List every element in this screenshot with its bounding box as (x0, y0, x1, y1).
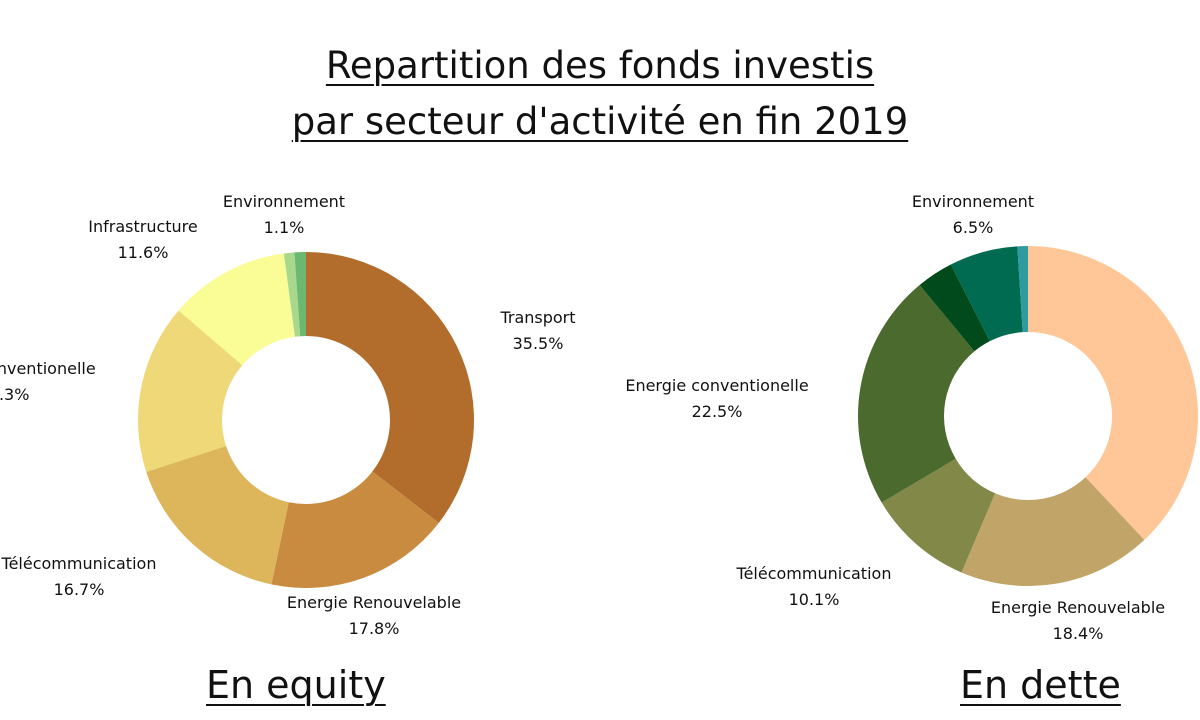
value-label-environnement: 6.5% (953, 218, 994, 237)
equity-chart-caption: En equity (206, 663, 386, 707)
label-energie-conventionelle: Energie conventionelle (625, 376, 808, 395)
debt-donut-chart: Energie Renouvelable 18.4% Télécommunicati… (625, 192, 1199, 643)
label-energie-renouvelable: Energie Renouvelable (991, 598, 1165, 617)
slice-unlabeled (919, 264, 990, 352)
label-environnement: Environnement (912, 192, 1034, 211)
label-environnement: Environnement (223, 192, 345, 211)
value-label-energie-conventionelle: 22.5% (692, 402, 743, 421)
value-label-t-l-communication: 16.7% (54, 580, 105, 599)
slice-unlabeled (1028, 246, 1199, 540)
label-energie-renouvelable: Energie Renouvelable (287, 593, 461, 612)
debt-chart-caption: En dette (960, 663, 1121, 707)
value-label-infrastructure: 11.6% (118, 243, 169, 262)
slice-unlabeled (1017, 246, 1028, 333)
slice-environnement (294, 252, 306, 337)
value-label-energie-conventionelle: 16.3% (0, 385, 29, 404)
value-label-energie-renouvelable: 18.4% (1053, 624, 1104, 643)
label-infrastructure: Infrastructure (88, 217, 197, 236)
value-label-t-l-communication: 10.1% (789, 590, 840, 609)
value-label-transport: 35.5% (513, 334, 564, 353)
label-transport: Transport (499, 308, 575, 327)
slice-t-l-communication (146, 445, 289, 585)
slice-energie-conventionelle (858, 285, 975, 503)
label-t-l-communication: Télécommunication (736, 564, 892, 583)
chart-title-line-2: par secteur d'activité en fin 2019 (291, 100, 909, 143)
chart-title-line-1: Repartition des fonds investis (325, 44, 875, 87)
label-t-l-communication: Télécommunication (1, 554, 157, 573)
slice-unlabeled (283, 252, 301, 337)
slice-t-l-communication (881, 458, 996, 573)
value-label-environnement: 1.1% (264, 218, 305, 237)
value-label-energie-renouvelable: 17.8% (349, 619, 400, 638)
slice-energie-conventionelle (138, 310, 243, 472)
slice-energie-renouvelable (961, 477, 1145, 586)
label-energie-conventionelle: Energie conventionelle (0, 359, 96, 378)
equity-donut-chart: Transport 35.5% Energie Renouvelable 17.8% T… (0, 192, 576, 638)
slice-infrastructure (178, 253, 295, 366)
slice-environnement (950, 246, 1023, 342)
slice-energie-renouvelable (271, 471, 439, 589)
slice-transport (306, 252, 474, 523)
